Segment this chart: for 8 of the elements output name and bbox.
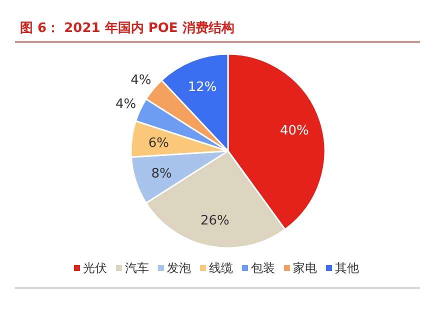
legend-label: 线缆 — [209, 261, 233, 275]
legend-label: 其他 — [335, 261, 359, 275]
legend-label: 汽车 — [125, 261, 149, 275]
legend-label: 家电 — [293, 261, 317, 275]
title: 图 6： 2021 年国内 POE 消费结构 — [20, 21, 234, 36]
legend-label: 发泡 — [167, 261, 191, 275]
legend-label: 光伏 — [83, 261, 107, 275]
legend-label: 包装 — [251, 261, 275, 275]
